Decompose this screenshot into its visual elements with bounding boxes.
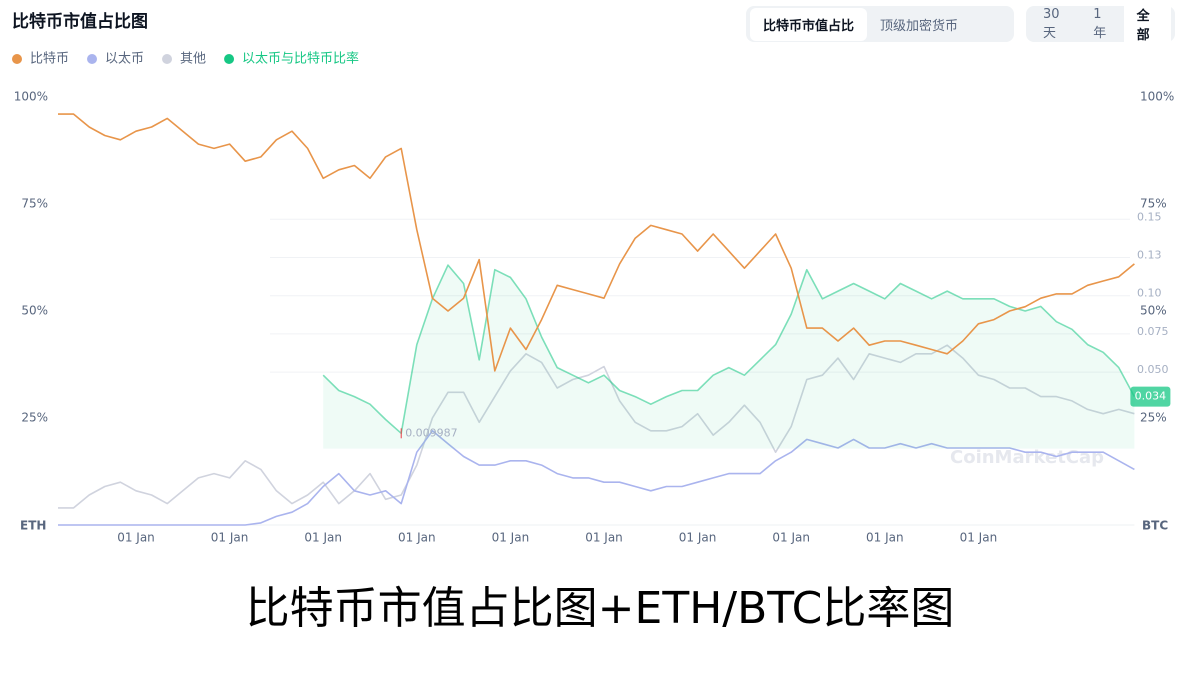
y-tick-label: 100%	[14, 90, 48, 104]
tab[interactable]: 30天	[1043, 7, 1060, 41]
y-tick-label-right: 75%	[1140, 197, 1167, 211]
series-line	[58, 113, 1135, 372]
legend-label: 比特币	[30, 52, 69, 67]
value-label: 0.034	[1135, 390, 1167, 403]
legend-label: 以太币与比特币比率	[242, 51, 359, 67]
legend-label: 其他	[180, 52, 206, 67]
x-tick-label: 01 Jan	[679, 531, 717, 545]
y-tick-label-right: 25%	[1140, 411, 1167, 425]
x-tick-label: 01 Jan	[211, 531, 249, 545]
chart-title: 比特币市值占比图	[12, 11, 148, 32]
right-axis-label: BTC	[1142, 519, 1168, 533]
x-tick-label: 01 Jan	[960, 531, 998, 545]
y-tick-label: 75%	[21, 197, 48, 211]
y2-tick-label: 0.13	[1137, 249, 1162, 262]
x-tick-label: 01 Jan	[492, 531, 530, 545]
y2-tick-label: 0.075	[1137, 325, 1169, 338]
watermark: CoinMarketCap	[950, 447, 1104, 468]
value-label: 0.009987	[405, 426, 458, 439]
legend-dot	[12, 54, 22, 64]
x-tick-label: 01 Jan	[398, 531, 436, 545]
y2-tick-label: 0.10	[1137, 287, 1162, 300]
x-tick-label: 01 Jan	[866, 531, 904, 545]
series-line	[322, 264, 1136, 435]
y-tick-label-right: 100%	[1140, 90, 1174, 104]
y2-tick-label: 0.050	[1137, 363, 1169, 376]
legend-dot	[162, 54, 173, 64]
y-tick-label: 50%	[21, 304, 48, 318]
y2-tick-label: 0.15	[1137, 210, 1162, 223]
legend-dot	[224, 54, 235, 64]
caption: 比特币市值占比图+ETH/BTC比率图	[245, 583, 955, 634]
x-tick-label: 01 Jan	[772, 531, 810, 545]
x-tick-label: 01 Jan	[117, 531, 155, 545]
tab[interactable]: 顶级加密货币	[880, 18, 959, 34]
series-line	[58, 344, 1135, 509]
y-tick-label: 25%	[21, 411, 48, 425]
metric-tabs: 比特币市值占比 顶级加密货币	[746, 6, 1014, 42]
tab[interactable]: 1年	[1093, 7, 1107, 41]
tab[interactable]: 比特币市值占比	[750, 7, 868, 41]
y-tick-label-right: 50%	[1140, 304, 1167, 318]
legend-label: 以太币	[105, 52, 144, 67]
ratio-area	[323, 265, 1135, 449]
value-tag	[1130, 386, 1171, 407]
range-tabs: 30天 1年 全部	[1026, 0, 1175, 50]
left-axis-label: ETH	[20, 519, 46, 533]
chart: 比特币市值占比图 ETH BTC CoinMarketCap 25% 25% 50%…	[12, 11, 1174, 545]
x-tick-label: 01 Jan	[304, 531, 342, 545]
legend-dot	[87, 54, 98, 64]
x-tick-label: 01 Jan	[585, 531, 623, 545]
series-line	[58, 430, 1135, 526]
tab[interactable]: 全部	[1123, 0, 1171, 50]
